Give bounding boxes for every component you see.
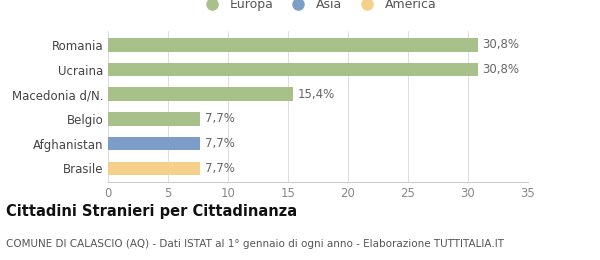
Legend: Europa, Asia, America: Europa, Asia, America [194,0,442,16]
Bar [108,112,200,126]
Text: 7,7%: 7,7% [205,113,235,126]
Text: 7,7%: 7,7% [205,162,235,175]
Text: COMUNE DI CALASCIO (AQ) - Dati ISTAT al 1° gennaio di ogni anno - Elaborazione T: COMUNE DI CALASCIO (AQ) - Dati ISTAT al … [6,239,504,249]
Text: 15,4%: 15,4% [298,88,335,101]
Bar [108,137,200,151]
Text: 30,8%: 30,8% [482,38,520,51]
Bar [108,87,293,101]
Text: 30,8%: 30,8% [482,63,520,76]
Text: 7,7%: 7,7% [205,137,235,150]
Bar [108,161,200,175]
Bar [108,63,478,76]
Bar [108,38,478,52]
Text: Cittadini Stranieri per Cittadinanza: Cittadini Stranieri per Cittadinanza [6,204,297,219]
